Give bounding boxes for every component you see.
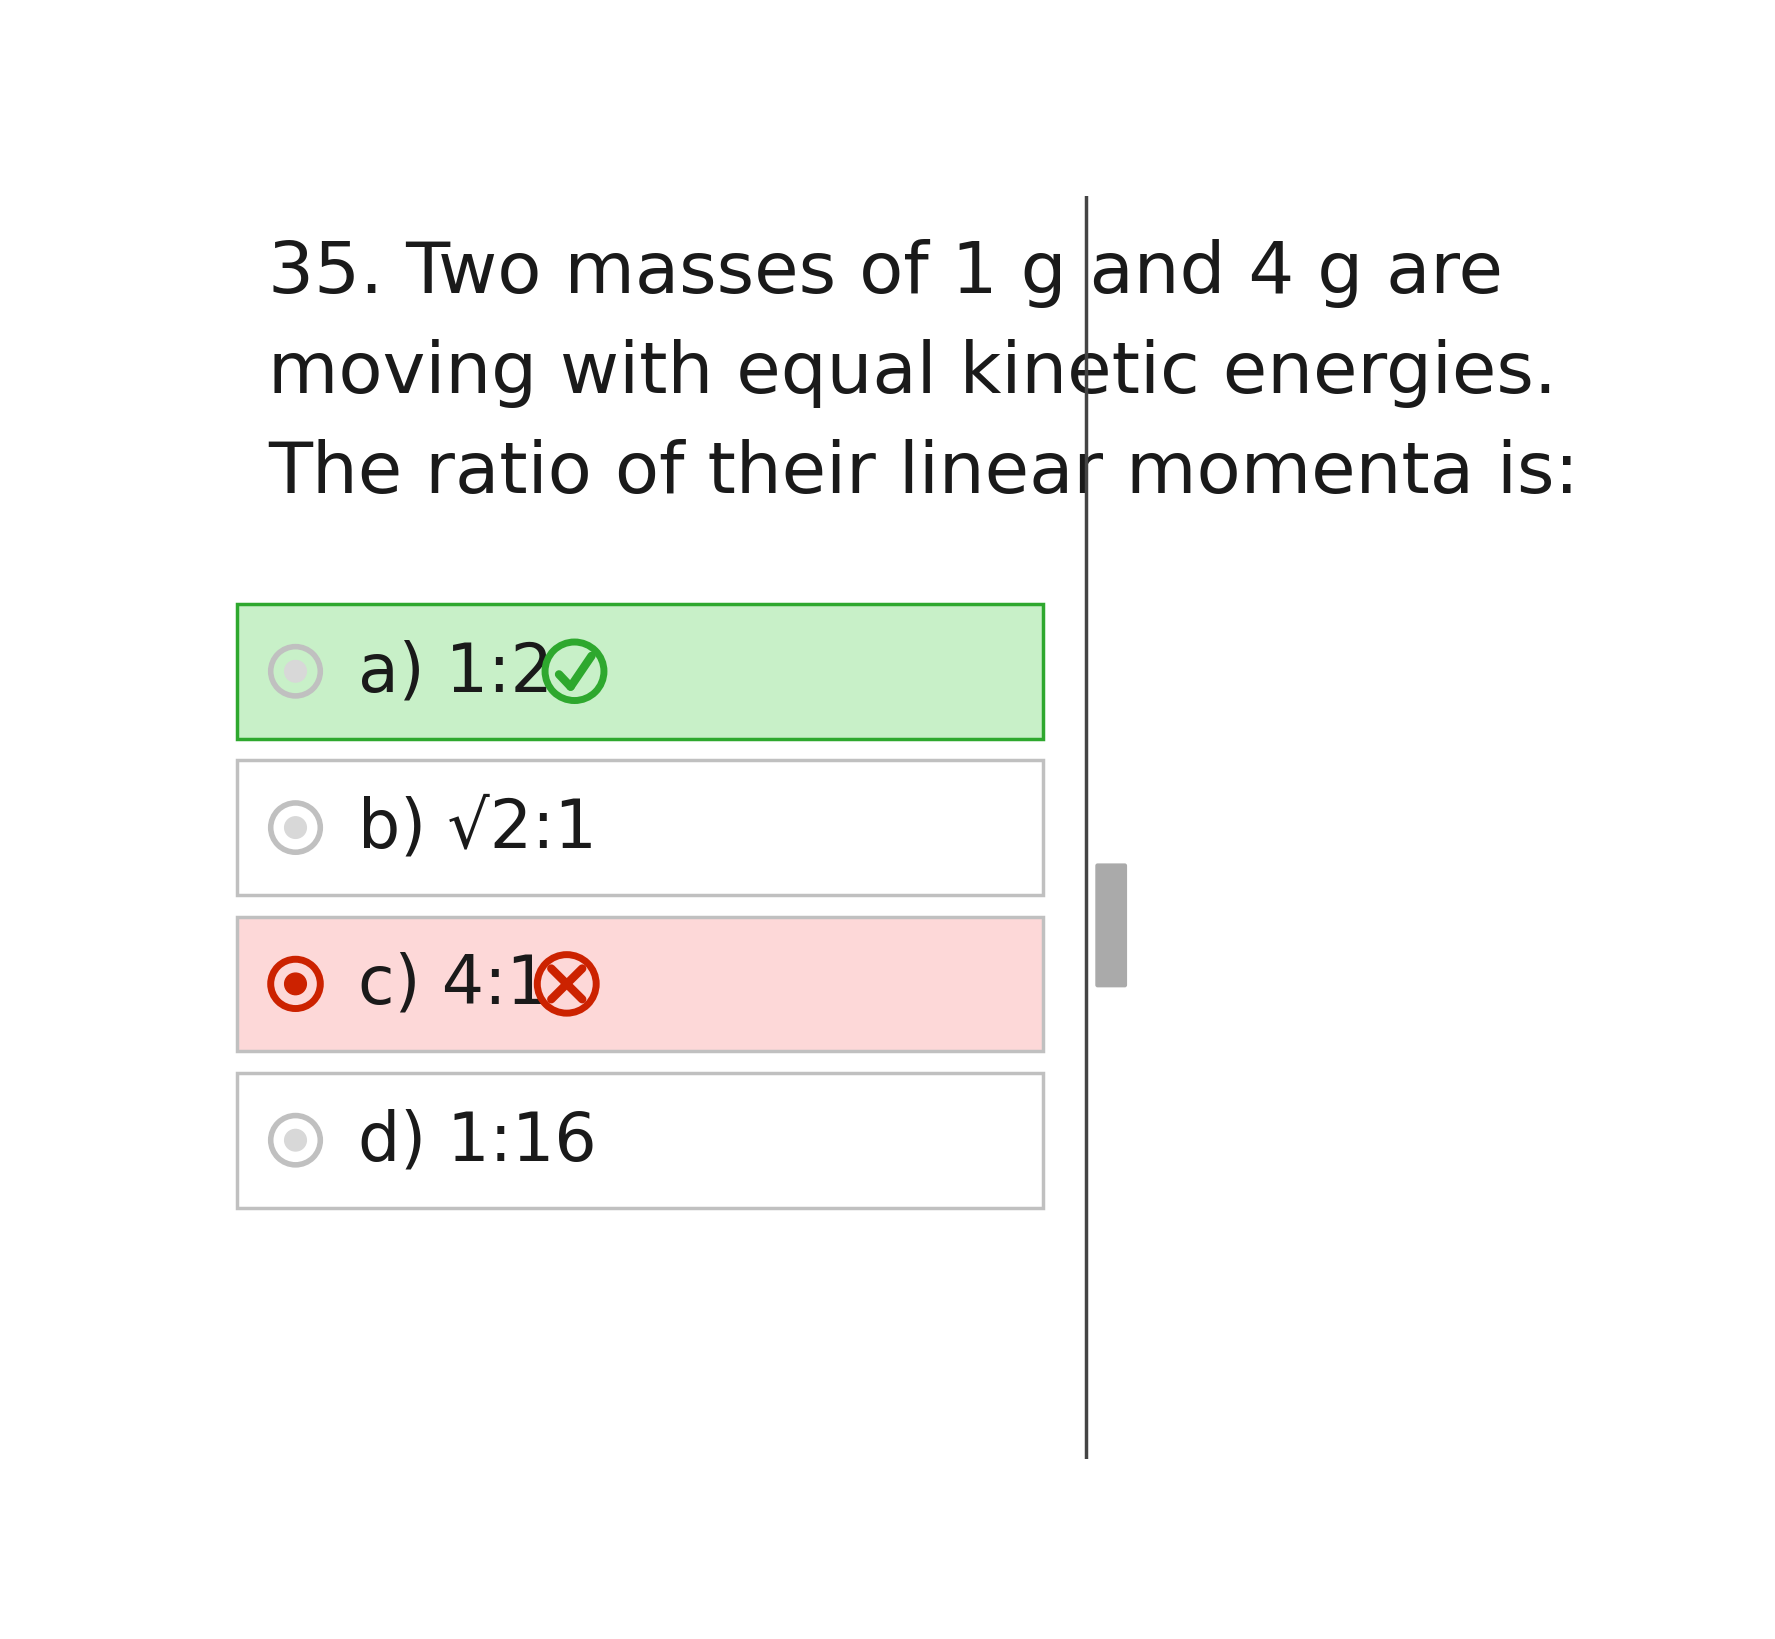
Text: d) 1:16: d) 1:16: [357, 1108, 596, 1174]
Circle shape: [284, 974, 307, 995]
FancyBboxPatch shape: [238, 605, 1044, 739]
Text: c) 4:1: c) 4:1: [357, 951, 548, 1018]
FancyBboxPatch shape: [238, 760, 1044, 895]
FancyBboxPatch shape: [238, 1074, 1044, 1208]
Circle shape: [284, 661, 307, 682]
Text: a) 1:2: a) 1:2: [357, 639, 552, 705]
Text: moving with equal kinetic energies.: moving with equal kinetic energies.: [268, 339, 1557, 408]
FancyBboxPatch shape: [1095, 864, 1127, 988]
Text: The ratio of their linear momenta is:: The ratio of their linear momenta is:: [268, 439, 1580, 508]
FancyBboxPatch shape: [238, 916, 1044, 1052]
Text: 35. Two masses of 1 g and 4 g are: 35. Two masses of 1 g and 4 g are: [268, 239, 1503, 308]
Circle shape: [284, 1129, 307, 1151]
Circle shape: [284, 818, 307, 839]
Text: b) √2:1: b) √2:1: [357, 795, 596, 860]
